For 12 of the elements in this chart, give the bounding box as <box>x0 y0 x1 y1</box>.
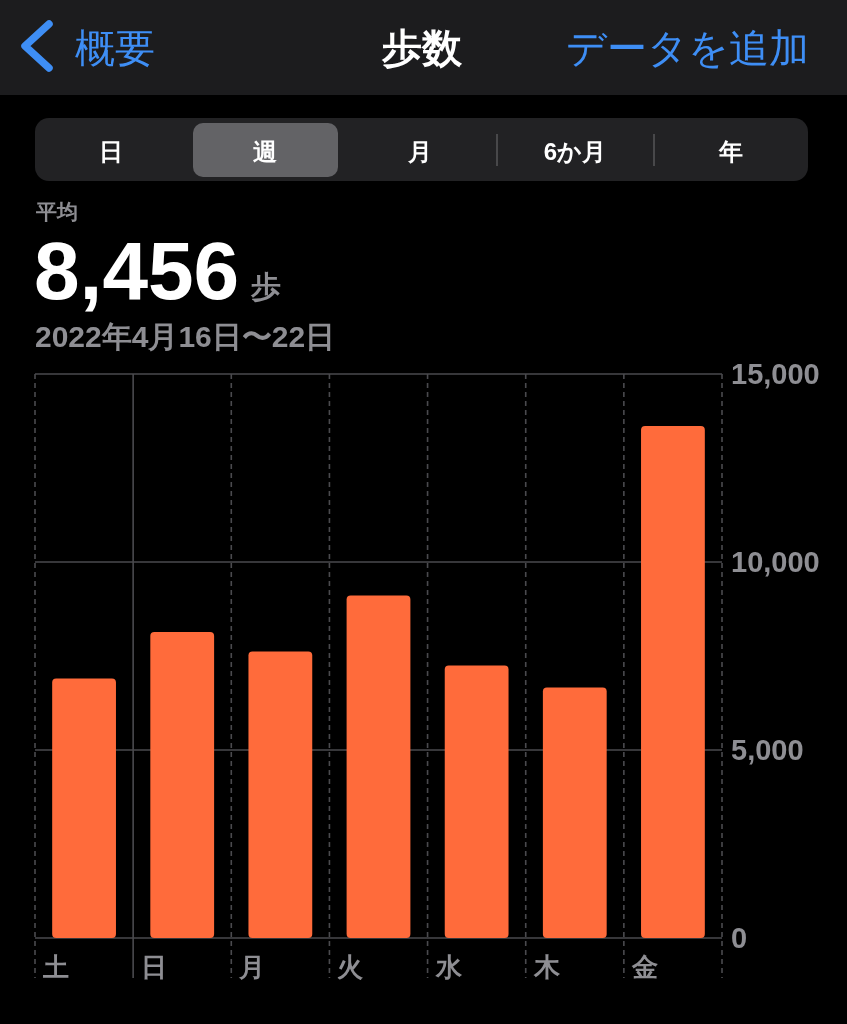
annotation: 年 <box>719 138 743 165</box>
title: 歩数 <box>382 26 462 70</box>
annotation: 歩 <box>251 270 282 303</box>
annotation: 週 <box>253 138 277 165</box>
annotation: 概要 <box>75 26 155 70</box>
annotation: 平均 <box>36 200 78 223</box>
annotation: 月 <box>408 138 432 165</box>
subtitle: 2022年4月16日〜22日 <box>35 320 336 353</box>
annotation: 日 <box>99 138 123 165</box>
annotation: 8,456 <box>34 225 240 316</box>
annotation: 6か月 <box>543 138 607 165</box>
annotation: データを追加 <box>566 26 809 70</box>
